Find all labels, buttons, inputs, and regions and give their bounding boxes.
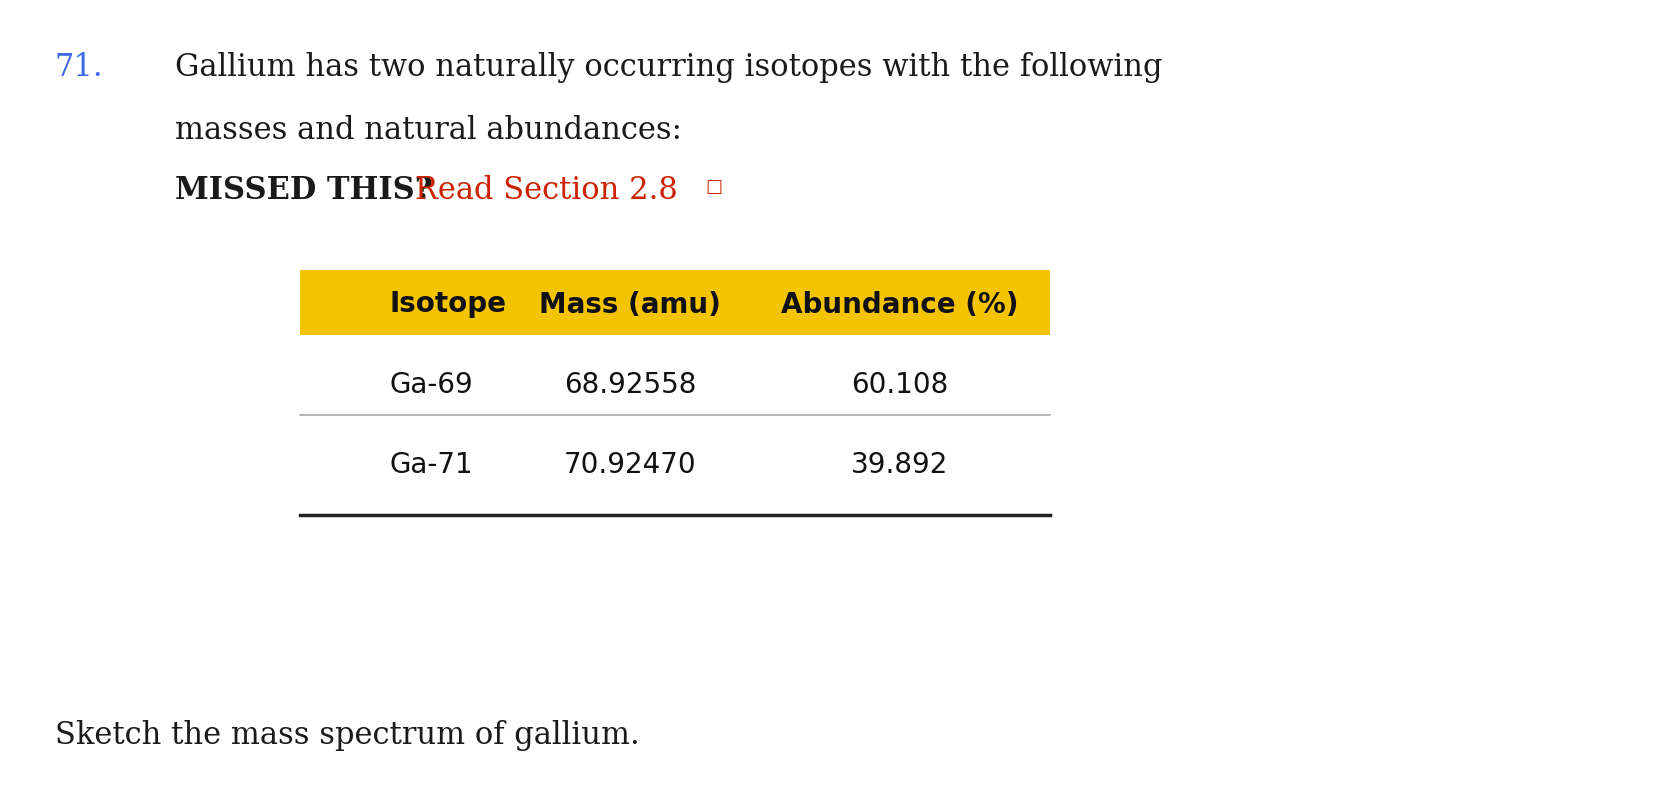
Text: Ga-71: Ga-71 [389,451,473,479]
Text: 70.92470: 70.92470 [564,451,696,479]
Text: 71.: 71. [55,52,103,83]
Text: MISSED THIS?: MISSED THIS? [175,175,433,206]
Text: Abundance (%): Abundance (%) [780,290,1018,319]
Text: Gallium has two naturally occurring isotopes with the following: Gallium has two naturally occurring isot… [175,52,1161,83]
Text: Isotope: Isotope [389,290,508,319]
Text: 60.108: 60.108 [850,371,948,399]
Text: 68.92558: 68.92558 [564,371,696,399]
Text: □: □ [704,178,722,196]
Bar [300,270,1050,335]
Text: Read Section 2.8: Read Section 2.8 [414,175,677,206]
Text: masses and natural abundances:: masses and natural abundances: [175,115,682,146]
Text: 39.892: 39.892 [850,451,948,479]
Text: Ga-69: Ga-69 [389,371,474,399]
Text: Sketch the mass spectrum of gallium.: Sketch the mass spectrum of gallium. [55,720,639,751]
Text: Mass (amu): Mass (amu) [539,290,721,319]
